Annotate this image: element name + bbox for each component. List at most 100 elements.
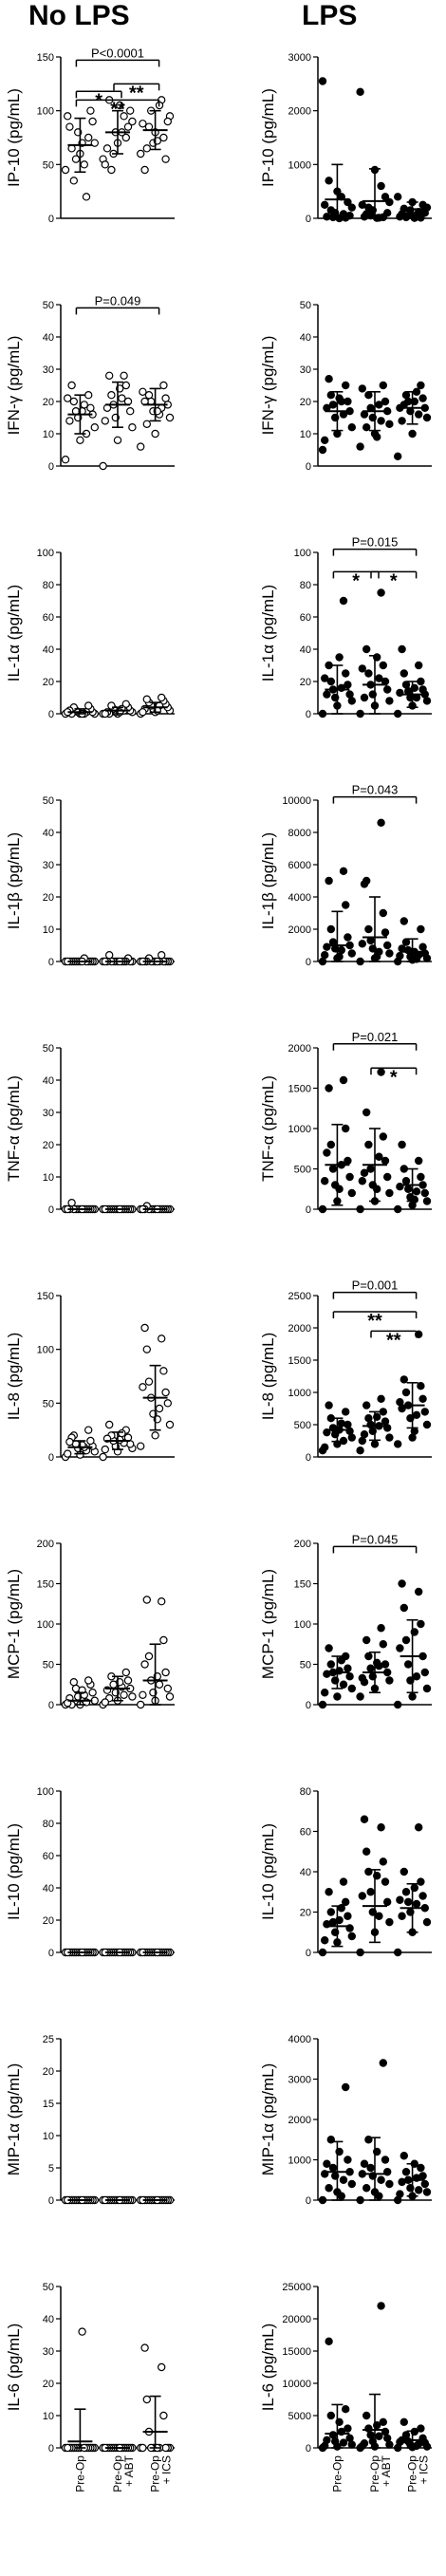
significance-label: ** bbox=[367, 1311, 382, 1332]
y-tick-label: 0 bbox=[306, 461, 311, 473]
data-point bbox=[398, 644, 406, 654]
data-point bbox=[326, 1660, 335, 1669]
data-point bbox=[337, 1419, 345, 1428]
data-point bbox=[67, 381, 76, 390]
y-tick-label: 3000 bbox=[288, 52, 311, 64]
y-tick-label: 0 bbox=[48, 957, 54, 968]
data-point bbox=[99, 1452, 107, 1462]
data-point bbox=[157, 1596, 166, 1606]
data-point bbox=[65, 417, 74, 425]
panel-no-lps-16: 0 5 10 15 20 25 MIP-1α (pg/mL) bbox=[5, 2034, 175, 2207]
y-axis-label: IP-10 (pg/mL) bbox=[259, 88, 277, 187]
y-tick-label: 20 bbox=[43, 2066, 54, 2078]
data-point bbox=[140, 1323, 149, 1333]
data-point bbox=[101, 1698, 110, 1707]
data-point bbox=[337, 945, 345, 955]
data-point bbox=[63, 394, 72, 402]
data-point bbox=[344, 681, 352, 689]
y-tick-label: 50 bbox=[43, 300, 54, 311]
data-point bbox=[362, 644, 371, 654]
data-point bbox=[63, 2443, 72, 2453]
data-point bbox=[337, 2192, 345, 2200]
data-point bbox=[345, 690, 354, 699]
y-tick-label: 1500 bbox=[288, 1355, 311, 1367]
data-point bbox=[86, 403, 95, 412]
data-point bbox=[418, 200, 427, 210]
data-point bbox=[142, 1345, 151, 1353]
data-point bbox=[385, 2440, 394, 2449]
data-point bbox=[379, 1132, 387, 1141]
data-point bbox=[379, 2417, 387, 2426]
y-tick-label: 1000 bbox=[288, 2156, 311, 2167]
data-point bbox=[342, 901, 350, 909]
data-point bbox=[84, 1676, 93, 1685]
data-point bbox=[379, 908, 387, 918]
data-point bbox=[377, 2302, 385, 2310]
y-tick-label: 5 bbox=[48, 2163, 54, 2175]
x-category-line: Pre-Op bbox=[330, 2455, 344, 2492]
y-tick-label: 2000 bbox=[288, 924, 311, 936]
data-point bbox=[362, 1401, 371, 1409]
data-point bbox=[412, 1187, 421, 1196]
y-tick-label: 150 bbox=[37, 1291, 54, 1302]
data-point bbox=[140, 165, 149, 175]
data-point bbox=[415, 661, 423, 670]
data-point bbox=[400, 1165, 408, 1173]
panel-lps-15: 0 20 40 60 80 IL-10 (pg/mL) bbox=[259, 1786, 432, 1959]
data-point bbox=[163, 1399, 172, 1408]
data-point bbox=[400, 1867, 408, 1876]
panel-lps-19: 0 5000 10000 15000 20000 25000 IL-6 (pg/mL) Pre… bbox=[259, 2282, 432, 2492]
data-point bbox=[136, 1700, 145, 1709]
data-point bbox=[157, 693, 166, 702]
data-point bbox=[408, 429, 417, 439]
y-axis-label: TNF-α (pg/mL) bbox=[5, 1075, 23, 1182]
significance-label: P=0.001 bbox=[352, 1279, 399, 1293]
data-point bbox=[360, 1429, 369, 1439]
data-point bbox=[381, 193, 390, 201]
x-category-line: Pre-Op bbox=[149, 2455, 162, 2492]
data-point bbox=[337, 1656, 345, 1665]
y-tick-label: 0 bbox=[306, 709, 311, 720]
data-point bbox=[86, 1436, 95, 1446]
data-point bbox=[394, 1948, 402, 1957]
y-tick-label: 10 bbox=[300, 429, 311, 440]
data-point bbox=[401, 2431, 411, 2439]
data-point bbox=[159, 381, 168, 390]
data-point bbox=[422, 1917, 432, 1927]
data-point bbox=[398, 417, 406, 425]
x-category-label: Pre-Op+ ABT bbox=[111, 2455, 136, 2492]
data-point bbox=[366, 1420, 375, 1429]
y-axis-label: MCP-1 (pg/mL) bbox=[259, 1569, 277, 1679]
data-point bbox=[342, 1124, 350, 1133]
data-point bbox=[422, 697, 432, 705]
data-point bbox=[342, 669, 350, 678]
data-point bbox=[78, 2327, 86, 2336]
data-point bbox=[360, 2159, 369, 2168]
data-point bbox=[408, 1433, 417, 1442]
data-point bbox=[385, 949, 394, 958]
y-axis-label: IFN-γ (pg/mL) bbox=[5, 336, 23, 436]
header-no-lps: No LPS bbox=[28, 0, 130, 31]
y-tick-label: 100 bbox=[37, 106, 54, 118]
data-point bbox=[344, 1156, 352, 1166]
y-tick-label: 40 bbox=[43, 828, 54, 839]
data-point bbox=[364, 2424, 373, 2433]
y-tick-label: 2000 bbox=[288, 2115, 311, 2126]
y-tick-label: 10 bbox=[43, 924, 54, 936]
data-point bbox=[321, 2441, 329, 2451]
x-category-line: + ICS bbox=[418, 2455, 431, 2484]
data-point bbox=[383, 2434, 392, 2442]
y-tick-label: 1000 bbox=[288, 1124, 311, 1135]
y-axis-label: TNF-α (pg/mL) bbox=[259, 1075, 277, 1182]
data-point bbox=[128, 1692, 137, 1701]
data-point bbox=[364, 924, 373, 934]
y-tick-label: 40 bbox=[43, 2314, 54, 2325]
y-tick-label: 30 bbox=[43, 860, 54, 871]
data-point bbox=[400, 917, 408, 925]
significance-label: ** bbox=[129, 83, 144, 103]
significance-label: * bbox=[390, 570, 398, 591]
data-point bbox=[375, 2192, 383, 2200]
y-axis-label: IL-6 (pg/mL) bbox=[5, 2324, 23, 2412]
data-point bbox=[325, 375, 333, 383]
data-point bbox=[401, 1888, 411, 1896]
